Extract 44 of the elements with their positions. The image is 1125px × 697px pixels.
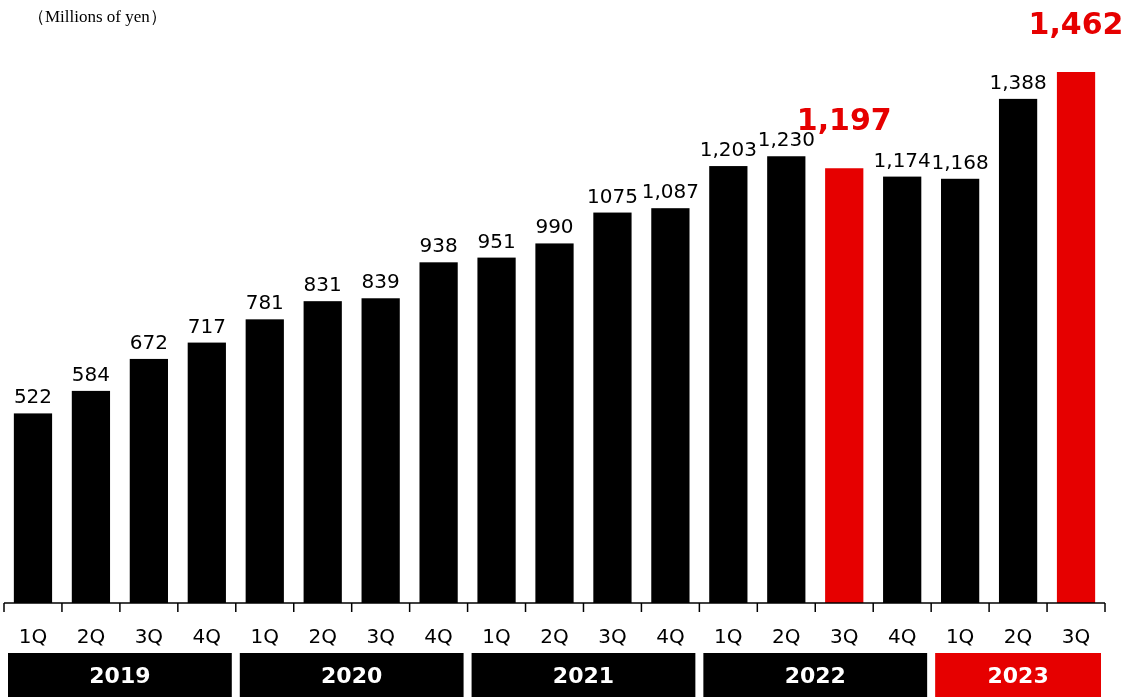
x-tick-label: 3Q [830,624,859,648]
x-tick-label: 1Q [945,624,975,648]
bar [1056,72,1096,603]
x-tick-label: 1Q [714,624,743,648]
data-label: 1,087 [641,179,700,204]
x-tick-label: 2Q [540,624,569,648]
data-label: 1,203 [699,137,757,162]
text: 2022 [784,663,846,688]
data-label: 1,388 [989,69,1047,94]
x-tick-label: 1Q [250,624,279,648]
data-label: 1,462 [1028,6,1124,41]
data-label: 1075 [586,183,638,208]
x-tick-label: 3Q [1061,624,1091,648]
x-tick-label: 4Q [424,624,453,648]
data-label: 1,174 [873,147,931,172]
x-tick-label: 3Q [598,624,627,648]
data-label: 717 [187,313,226,338]
y-axis-title: （Millions of yen） [28,7,167,26]
x-tick-label: 2Q [1003,624,1033,648]
data-label: 951 [477,228,516,253]
text: 2019 [89,663,151,688]
data-label: 584 [71,361,111,386]
data-label: 781 [245,290,284,315]
data-label: 831 [303,272,342,297]
x-tick-label: 4Q [656,624,685,648]
data-label: 1,168 [931,149,989,174]
text: 2023 [987,663,1049,688]
data-label: 672 [129,329,168,354]
bar [825,168,864,603]
text: 2021 [552,663,615,688]
x-tick-label: 3Q [134,624,164,648]
x-tick-label: 2Q [772,624,801,648]
text: 2020 [321,663,383,688]
x-tick-label: 4Q [192,624,222,648]
data-label: 990 [535,214,574,239]
x-tick-label: 2Q [308,624,337,648]
x-tick-label: 2Q [76,624,106,648]
data-label: 839 [361,269,400,294]
x-tick-label: 4Q [887,624,917,648]
data-label: 938 [419,233,458,258]
x-tick-label: 1Q [18,624,48,648]
x-tick-label: 3Q [366,624,395,648]
data-label: 522 [13,384,53,409]
x-tick-label: 1Q [482,624,511,648]
